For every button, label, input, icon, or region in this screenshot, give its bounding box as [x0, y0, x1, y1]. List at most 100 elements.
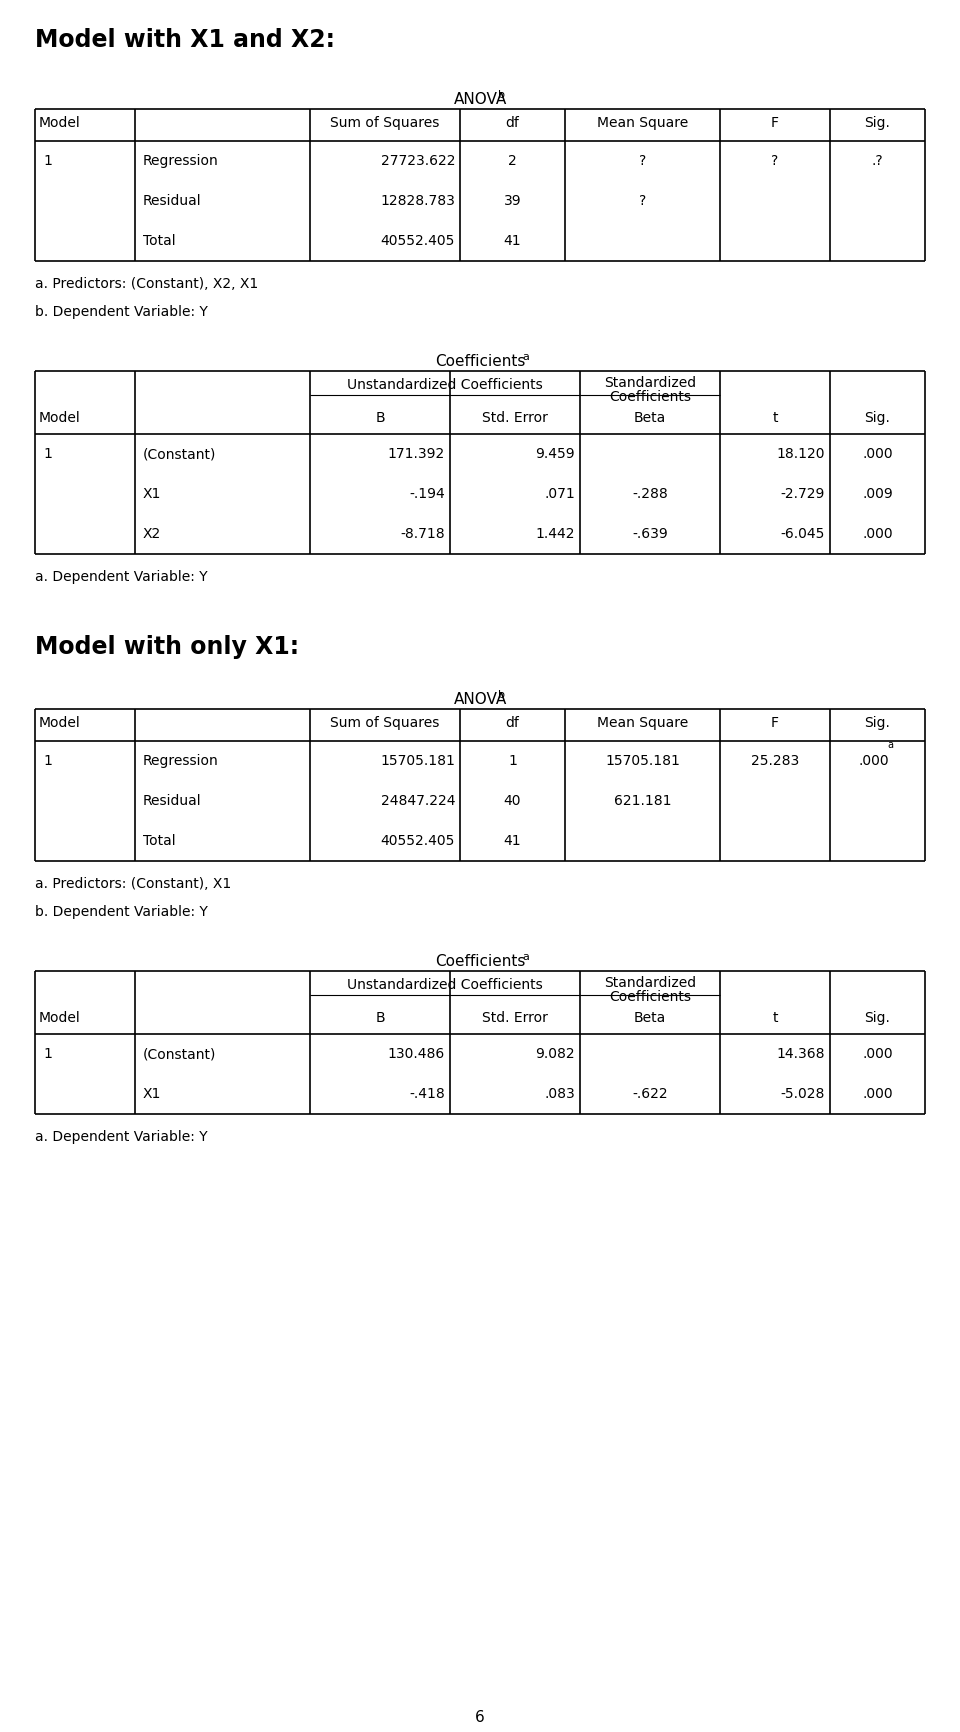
Text: Model with X1 and X2:: Model with X1 and X2:: [35, 28, 335, 52]
Text: Residual: Residual: [143, 793, 202, 807]
Text: -.418: -.418: [409, 1086, 445, 1100]
Text: a. Predictors: (Constant), X2, X1: a. Predictors: (Constant), X2, X1: [35, 277, 258, 291]
Text: F: F: [771, 715, 779, 729]
Text: b: b: [497, 90, 505, 100]
Text: Model with only X1:: Model with only X1:: [35, 634, 300, 658]
Text: 1: 1: [43, 447, 52, 461]
Text: .?: .?: [872, 154, 883, 168]
Text: Model: Model: [39, 410, 81, 424]
Text: Standardized: Standardized: [604, 975, 696, 989]
Text: a: a: [887, 740, 894, 750]
Text: -2.729: -2.729: [780, 487, 825, 501]
Text: Total: Total: [143, 833, 176, 847]
Text: Model: Model: [39, 1010, 81, 1024]
Text: df: df: [506, 116, 519, 130]
Text: Mean Square: Mean Square: [597, 116, 688, 130]
Text: b: b: [497, 689, 505, 700]
Text: a. Dependent Variable: Y: a. Dependent Variable: Y: [35, 1129, 207, 1143]
Text: X2: X2: [143, 527, 161, 540]
Text: .083: .083: [544, 1086, 575, 1100]
Text: Sum of Squares: Sum of Squares: [330, 715, 440, 729]
Text: -8.718: -8.718: [400, 527, 445, 540]
Text: .000: .000: [862, 1086, 893, 1100]
Text: ?: ?: [772, 154, 779, 168]
Text: 25.283: 25.283: [751, 753, 799, 767]
Text: Coefficients: Coefficients: [609, 390, 691, 404]
Text: t: t: [772, 1010, 778, 1024]
Text: 24847.224: 24847.224: [380, 793, 455, 807]
Text: .000: .000: [862, 447, 893, 461]
Text: 18.120: 18.120: [777, 447, 825, 461]
Text: -.194: -.194: [409, 487, 445, 501]
Text: a: a: [522, 352, 529, 362]
Text: .000: .000: [862, 527, 893, 540]
Text: Unstandardized Coefficients: Unstandardized Coefficients: [348, 977, 542, 991]
Text: (Constant): (Constant): [143, 1046, 216, 1060]
Text: Regression: Regression: [143, 154, 219, 168]
Text: b. Dependent Variable: Y: b. Dependent Variable: Y: [35, 305, 208, 319]
Text: Sig.: Sig.: [865, 1010, 891, 1024]
Text: 1: 1: [508, 753, 516, 767]
Text: Total: Total: [143, 234, 176, 248]
Text: Std. Error: Std. Error: [482, 410, 548, 424]
Text: Sig.: Sig.: [865, 116, 891, 130]
Text: t: t: [772, 410, 778, 424]
Text: Coefficients: Coefficients: [609, 989, 691, 1003]
Text: 6: 6: [475, 1709, 485, 1723]
Text: Residual: Residual: [143, 194, 202, 208]
Text: 40: 40: [504, 793, 521, 807]
Text: 621.181: 621.181: [613, 793, 671, 807]
Text: 27723.622: 27723.622: [380, 154, 455, 168]
Text: 2: 2: [508, 154, 516, 168]
Text: 39: 39: [504, 194, 521, 208]
Text: Sum of Squares: Sum of Squares: [330, 116, 440, 130]
Text: X1: X1: [143, 487, 161, 501]
Text: 1: 1: [43, 154, 52, 168]
Text: Std. Error: Std. Error: [482, 1010, 548, 1024]
Text: 130.486: 130.486: [388, 1046, 445, 1060]
Text: Mean Square: Mean Square: [597, 715, 688, 729]
Text: 41: 41: [504, 833, 521, 847]
Text: Sig.: Sig.: [865, 715, 891, 729]
Text: 14.368: 14.368: [777, 1046, 825, 1060]
Text: 171.392: 171.392: [388, 447, 445, 461]
Text: b. Dependent Variable: Y: b. Dependent Variable: Y: [35, 904, 208, 918]
Text: .000: .000: [858, 753, 889, 767]
Text: ANOVA: ANOVA: [453, 691, 507, 707]
Text: -.639: -.639: [632, 527, 668, 540]
Text: 40552.405: 40552.405: [380, 234, 455, 248]
Text: ANOVA: ANOVA: [453, 92, 507, 107]
Text: 12828.783: 12828.783: [380, 194, 455, 208]
Text: ?: ?: [638, 194, 646, 208]
Text: -6.045: -6.045: [780, 527, 825, 540]
Text: df: df: [506, 715, 519, 729]
Text: 40552.405: 40552.405: [380, 833, 455, 847]
Text: -.622: -.622: [633, 1086, 668, 1100]
Text: ?: ?: [638, 154, 646, 168]
Text: 1: 1: [43, 753, 52, 767]
Text: 1: 1: [43, 1046, 52, 1060]
Text: 41: 41: [504, 234, 521, 248]
Text: 9.459: 9.459: [536, 447, 575, 461]
Text: Beta: Beta: [634, 1010, 666, 1024]
Text: .071: .071: [544, 487, 575, 501]
Text: Coefficients: Coefficients: [435, 353, 525, 369]
Text: B: B: [375, 410, 385, 424]
Text: 15705.181: 15705.181: [380, 753, 455, 767]
Text: 9.082: 9.082: [536, 1046, 575, 1060]
Text: B: B: [375, 1010, 385, 1024]
Text: .009: .009: [862, 487, 893, 501]
Text: Coefficients: Coefficients: [435, 953, 525, 968]
Text: a. Dependent Variable: Y: a. Dependent Variable: Y: [35, 570, 207, 584]
Text: Beta: Beta: [634, 410, 666, 424]
Text: Standardized: Standardized: [604, 376, 696, 390]
Text: .000: .000: [862, 1046, 893, 1060]
Text: X1: X1: [143, 1086, 161, 1100]
Text: a. Predictors: (Constant), X1: a. Predictors: (Constant), X1: [35, 876, 231, 890]
Text: Unstandardized Coefficients: Unstandardized Coefficients: [348, 378, 542, 391]
Text: -.288: -.288: [632, 487, 668, 501]
Text: Sig.: Sig.: [865, 410, 891, 424]
Text: Regression: Regression: [143, 753, 219, 767]
Text: Model: Model: [39, 715, 81, 729]
Text: -5.028: -5.028: [780, 1086, 825, 1100]
